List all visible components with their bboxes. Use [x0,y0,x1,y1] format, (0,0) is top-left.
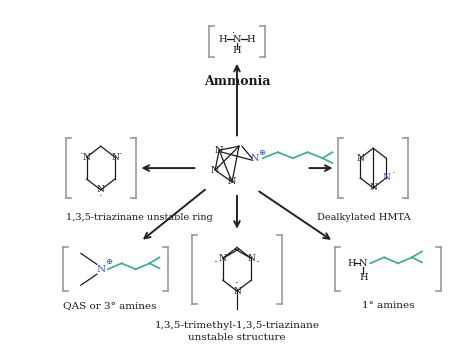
Text: N: N [96,265,105,274]
Text: ·: · [235,277,239,290]
Text: Ammonia: Ammonia [204,75,270,88]
Text: H: H [219,34,228,44]
Text: N: N [233,286,241,296]
Text: N: N [233,34,241,44]
Text: 1° amines: 1° amines [362,301,414,310]
Text: QAS or 3° amines: QAS or 3° amines [63,301,156,310]
Text: ·: · [118,149,122,159]
Text: ⊕: ⊕ [258,148,265,157]
Text: H: H [347,259,356,268]
Text: H: H [359,273,367,282]
Text: ⊕: ⊕ [105,257,112,266]
Text: N: N [215,146,223,155]
Text: ·: · [99,191,102,201]
Text: N: N [356,154,364,163]
Text: N: N [111,153,119,162]
Text: Dealkylated HMTA: Dealkylated HMTA [318,213,411,222]
Text: N: N [251,154,259,163]
Text: unstable structure: unstable structure [188,333,286,342]
Text: ·: · [391,168,395,178]
Text: N: N [97,185,105,195]
Text: N: N [247,254,255,263]
Text: ·: · [80,149,83,159]
Text: ·: · [256,256,260,269]
Text: H: H [246,34,255,44]
Text: ·: · [214,256,218,269]
Text: 1,3,5-trimethyl-1,3,5-triazinane: 1,3,5-trimethyl-1,3,5-triazinane [155,321,319,330]
Text: ·: · [231,28,235,38]
Text: N: N [359,259,367,268]
Text: N: N [82,153,91,162]
Text: N: N [382,174,390,182]
Text: 1,3,5-triazinane unstable ring: 1,3,5-triazinane unstable ring [66,213,213,222]
Text: N: N [228,178,236,186]
Text: N: N [219,254,227,263]
Text: N: N [211,165,219,175]
Text: H: H [233,47,241,55]
Text: N: N [369,184,377,192]
